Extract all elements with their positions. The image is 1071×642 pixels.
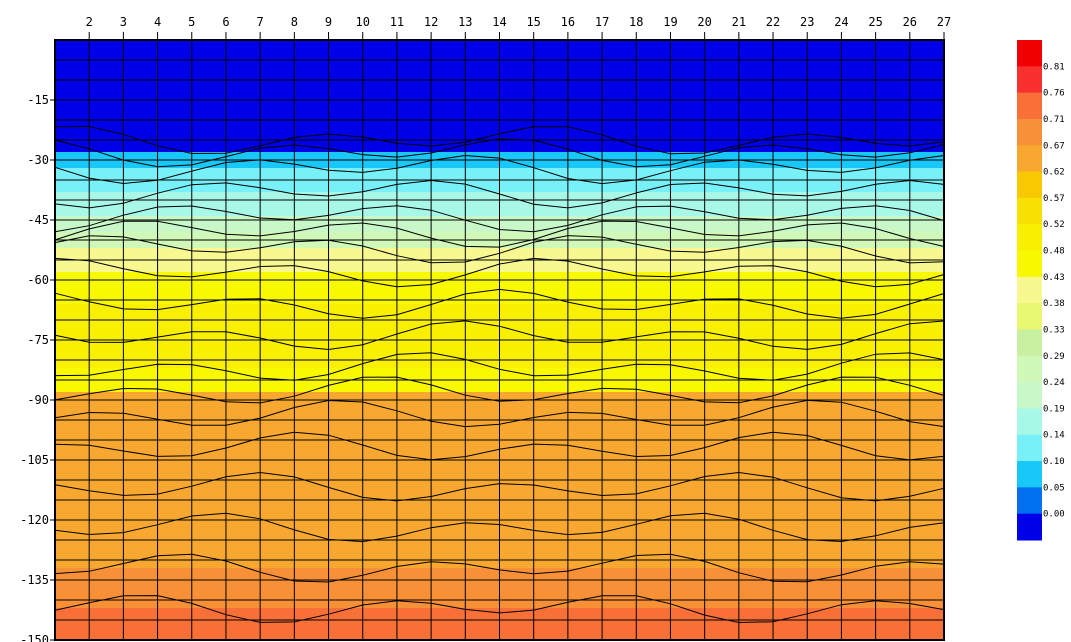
legend-swatch: [1017, 461, 1042, 488]
y-tick-label: -90: [27, 393, 49, 407]
x-tick-label: 5: [188, 15, 195, 29]
contour-line: [54, 352, 945, 381]
legend-label: 0.52: [1043, 220, 1065, 230]
legend-label: 0.38: [1043, 299, 1065, 309]
y-tick-label: -150: [20, 633, 49, 642]
legend-swatch: [1017, 118, 1042, 146]
x-tick-label: 14: [492, 15, 506, 29]
x-tick-label: 7: [257, 15, 264, 29]
legend-swatch: [1017, 250, 1042, 278]
x-axis: 2 3 4 5 6 7 8 9 10 11 12 13 14 15 16 17 18 19 20 21 22 23 24 25…: [86, 15, 951, 40]
legend-swatch: [1017, 303, 1042, 330]
contour-line: [54, 138, 945, 168]
contour-line: [54, 205, 945, 233]
contour-line: [54, 431, 945, 461]
x-tick-label: 10: [356, 15, 370, 29]
legend-label: 0.57: [1043, 194, 1065, 204]
legend-label: 0.14: [1043, 431, 1065, 441]
legend-swatch: [1017, 92, 1042, 120]
legend-label: 0.43: [1043, 273, 1065, 283]
legend-swatch: [1017, 145, 1042, 173]
y-tick-label: -45: [27, 213, 49, 227]
x-tick-label: 21: [732, 15, 746, 29]
y-tick-label: -30: [27, 153, 49, 167]
legend-label: 0.29: [1043, 352, 1065, 362]
y-axis: -15 -30 -45 -60 -75 -90 -105 -120 -135 -150: [20, 93, 55, 642]
contour-line: [54, 288, 945, 319]
legend-swatch: [1017, 408, 1042, 436]
legend-swatch: [1017, 66, 1042, 94]
x-tick-label: 19: [663, 15, 677, 29]
x-tick-label: 3: [120, 15, 127, 29]
legend-swatch: [1017, 171, 1042, 199]
legend-label: 0.62: [1043, 168, 1065, 178]
x-tick-label: 17: [595, 15, 609, 29]
legend-swatch: [1017, 487, 1042, 515]
legend-swatch: [1017, 329, 1042, 357]
contour-line: [54, 320, 945, 351]
x-tick-label: 15: [526, 15, 540, 29]
x-tick-label: 25: [868, 15, 882, 29]
x-tick-label: 16: [561, 15, 575, 29]
contour-line: [54, 512, 945, 543]
x-tick-label: 2: [86, 15, 93, 29]
legend-label: 0.71: [1043, 115, 1065, 125]
legend-swatch: [1017, 434, 1042, 462]
legend-label: 0.10: [1043, 457, 1065, 467]
y-tick-label: -60: [27, 273, 49, 287]
contour-line: [54, 125, 945, 155]
x-tick-label: 22: [766, 15, 780, 29]
x-tick-label: 24: [834, 15, 848, 29]
contour-line: [54, 553, 945, 583]
x-tick-label: 20: [697, 15, 711, 29]
x-tick-label: 18: [629, 15, 643, 29]
legend-label: 0.33: [1043, 325, 1065, 335]
contour-line: [54, 257, 945, 288]
legend-swatch: [1017, 382, 1042, 409]
y-tick-label: -120: [20, 513, 49, 527]
legend-swatch: [1017, 276, 1042, 304]
contour-layer: [54, 125, 945, 624]
legend-label: 0.05: [1043, 483, 1065, 493]
legend-swatch: [1017, 197, 1042, 225]
x-tick-label: 4: [154, 15, 161, 29]
color-legend: 0.81 0.76 0.71 0.67 0.62 0.57 0.52 0.48 0.43 0.38…: [1017, 40, 1065, 541]
legend-label: 0.00: [1043, 510, 1065, 520]
contour-line: [54, 179, 945, 209]
x-tick-label: 8: [291, 15, 298, 29]
legend-label: 0.81: [1043, 62, 1065, 72]
y-tick-label: -15: [27, 93, 49, 107]
legend-label: 0.76: [1043, 89, 1065, 99]
x-tick-label: 9: [325, 15, 332, 29]
x-tick-label: 26: [903, 15, 917, 29]
x-tick-label: 13: [458, 15, 472, 29]
contour-line: [54, 154, 945, 185]
legend-label: 0.24: [1043, 378, 1065, 388]
legend-swatch: [1017, 513, 1042, 541]
x-tick-label: 23: [800, 15, 814, 29]
contour-line: [54, 376, 945, 404]
legend-label: 0.67: [1043, 141, 1065, 151]
legend-swatch: [1017, 355, 1042, 383]
contour-line: [54, 595, 945, 624]
contour-line: [54, 399, 945, 428]
y-tick-label: -75: [27, 333, 49, 347]
legend-swatch: [1017, 40, 1042, 67]
x-tick-label: 11: [390, 15, 404, 29]
x-tick-label: 27: [937, 15, 951, 29]
contour-line: [54, 220, 945, 248]
y-tick-label: -105: [20, 453, 49, 467]
contour-line: [54, 471, 945, 502]
legend-swatch: [1017, 224, 1042, 252]
x-tick-label: 6: [222, 15, 229, 29]
y-tick-label: -135: [20, 573, 49, 587]
legend-label: 0.19: [1043, 404, 1065, 414]
legend-label: 0.48: [1043, 247, 1065, 257]
x-tick-label: 12: [424, 15, 438, 29]
contour-line: [54, 235, 945, 264]
